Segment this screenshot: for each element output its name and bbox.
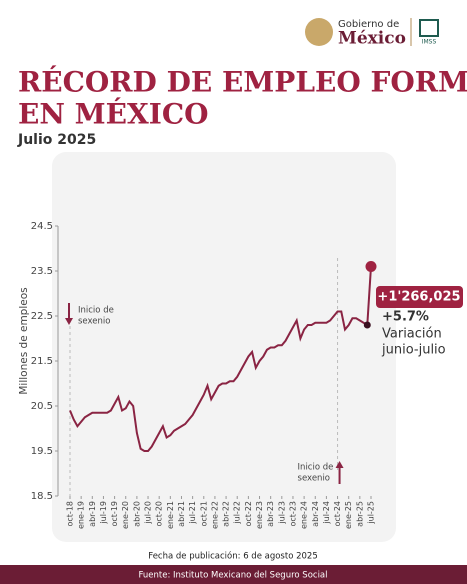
y-tick-label: 18.5 <box>31 491 53 502</box>
x-tick-label: ene-19 <box>77 501 86 529</box>
subtitle: Julio 2025 <box>17 132 96 148</box>
x-tick-label: oct-24 <box>333 501 342 527</box>
x-tick-label: ene-21 <box>166 501 175 529</box>
y-tick-label: 20.5 <box>31 401 53 412</box>
annotation: sexenio <box>298 474 330 484</box>
line <box>69 266 372 452</box>
title-line: RÉCORD DE EMPLEO FORMAL <box>18 66 467 99</box>
source: Fuente: Instituto Mexicano del Seguro So… <box>138 571 327 581</box>
y-tick-label: 21.5 <box>31 356 53 367</box>
x-tick-label: ene-25 <box>344 501 353 529</box>
x-tick-label: abr-19 <box>88 501 97 527</box>
y-tick-label: 24.5 <box>31 221 53 232</box>
point <box>363 321 371 329</box>
x-tick-label: jul-21 <box>188 501 197 525</box>
callout-text: Variación <box>382 327 442 342</box>
annotation: Inicio de <box>78 306 114 316</box>
annotation: Inicio de <box>298 463 334 473</box>
imss-icon <box>419 19 439 37</box>
x-tick-label: jul-24 <box>322 501 331 525</box>
brand-top: Gobierno de <box>338 19 399 30</box>
x-tick-label: ene-23 <box>255 501 264 529</box>
annotation: sexenio <box>78 317 110 327</box>
plot-bg <box>52 152 396 542</box>
title-line: EN MÉXICO <box>18 98 209 131</box>
point <box>365 261 377 272</box>
x-tick-label: jul-19 <box>99 501 108 525</box>
x-tick-label: oct-23 <box>288 501 297 527</box>
x-tick-label: jul-20 <box>144 501 153 525</box>
x-tick-label: ene-22 <box>210 501 219 529</box>
logo: Gobierno de México IMSS <box>305 18 439 49</box>
arrow-head <box>335 461 344 468</box>
x-tick-label: abr-23 <box>266 501 275 527</box>
callout-change: +1'266,025 <box>377 290 460 305</box>
x-tick-label: jul-23 <box>277 501 286 525</box>
y-tick-label: 23.5 <box>31 266 53 277</box>
imss: IMSS <box>422 39 437 46</box>
x-tick-label: ene-24 <box>300 501 309 529</box>
x-tick-label: jul-25 <box>367 501 376 525</box>
arrow-head <box>65 318 73 325</box>
x-tick-label: ene-20 <box>121 501 130 529</box>
callout-text: junio-julio <box>381 343 446 358</box>
x-tick-label: oct-20 <box>155 501 164 527</box>
y-tick-label: 19.5 <box>31 446 53 457</box>
x-tick-label: jul-22 <box>233 501 242 525</box>
x-tick-label: abr-22 <box>222 501 231 527</box>
x-tick-label: abr-20 <box>132 501 141 527</box>
x-tick-label: oct-22 <box>244 501 253 527</box>
x-tick-label: abr-25 <box>355 501 364 527</box>
callout-box <box>376 286 463 308</box>
callout-pct: +5.7% <box>382 310 429 325</box>
brand-main: México <box>338 29 406 49</box>
x-tick-label: oct-18 <box>66 501 75 527</box>
date: Fecha de publicación: 6 de agosto 2025 <box>148 551 317 562</box>
x-tick-label: oct-21 <box>199 501 208 527</box>
x-tick-label: oct-19 <box>110 501 119 527</box>
emblem <box>305 18 333 46</box>
y-label: Millones de empleos <box>18 287 30 394</box>
y-tick-label: 22.5 <box>31 311 53 322</box>
x-tick-label: abr-21 <box>177 501 186 527</box>
x-tick-label: abr-24 <box>311 501 320 527</box>
footer-bar <box>0 565 467 584</box>
